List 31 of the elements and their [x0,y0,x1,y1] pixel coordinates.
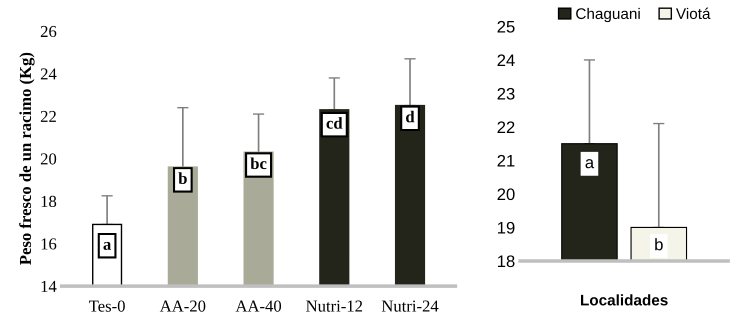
y-tick-label: 20 [40,153,56,165]
y-tick-label: 18 [498,255,515,268]
y-tick-label: 16 [42,238,56,250]
annotation: a [586,159,594,168]
legend-label: Viotá [676,8,710,20]
x-axis-title: Localidades [580,294,668,306]
y-tick-label: 14 [42,280,57,292]
annotation: b [178,172,187,184]
x-tick-label: AA-20 [160,300,206,312]
legend-label: Chaguani [576,8,640,22]
y-tick-label: 25 [498,20,515,33]
x-tick-label: AA-40 [236,300,282,312]
y-tick-label: 24 [498,54,515,66]
y-tick-label: 21 [498,154,514,167]
annotation: cd [326,117,342,129]
x-tick-label: Nutri-24 [382,300,438,312]
y-tick-label: 22 [40,110,56,122]
y-tick-label: 20 [498,188,515,200]
y-tick-label: 22 [498,121,514,134]
annotation: bc [250,157,266,170]
y-tick-label: 23 [498,88,515,100]
annotation: a [103,242,112,250]
y-tick-label: 18 [42,196,56,208]
x-tick-label: Nutri-12 [306,300,362,312]
annotation: d [406,110,414,122]
x-tick-label: Tes-0 [89,300,125,312]
y-tick-label: 24 [40,68,57,80]
y-tick-label: 19 [498,222,514,234]
y-axis-title: Peso fresco de un racimo (Kg) [19,52,35,265]
y-tick-label: 26 [40,26,56,38]
annotation: b [655,238,663,250]
